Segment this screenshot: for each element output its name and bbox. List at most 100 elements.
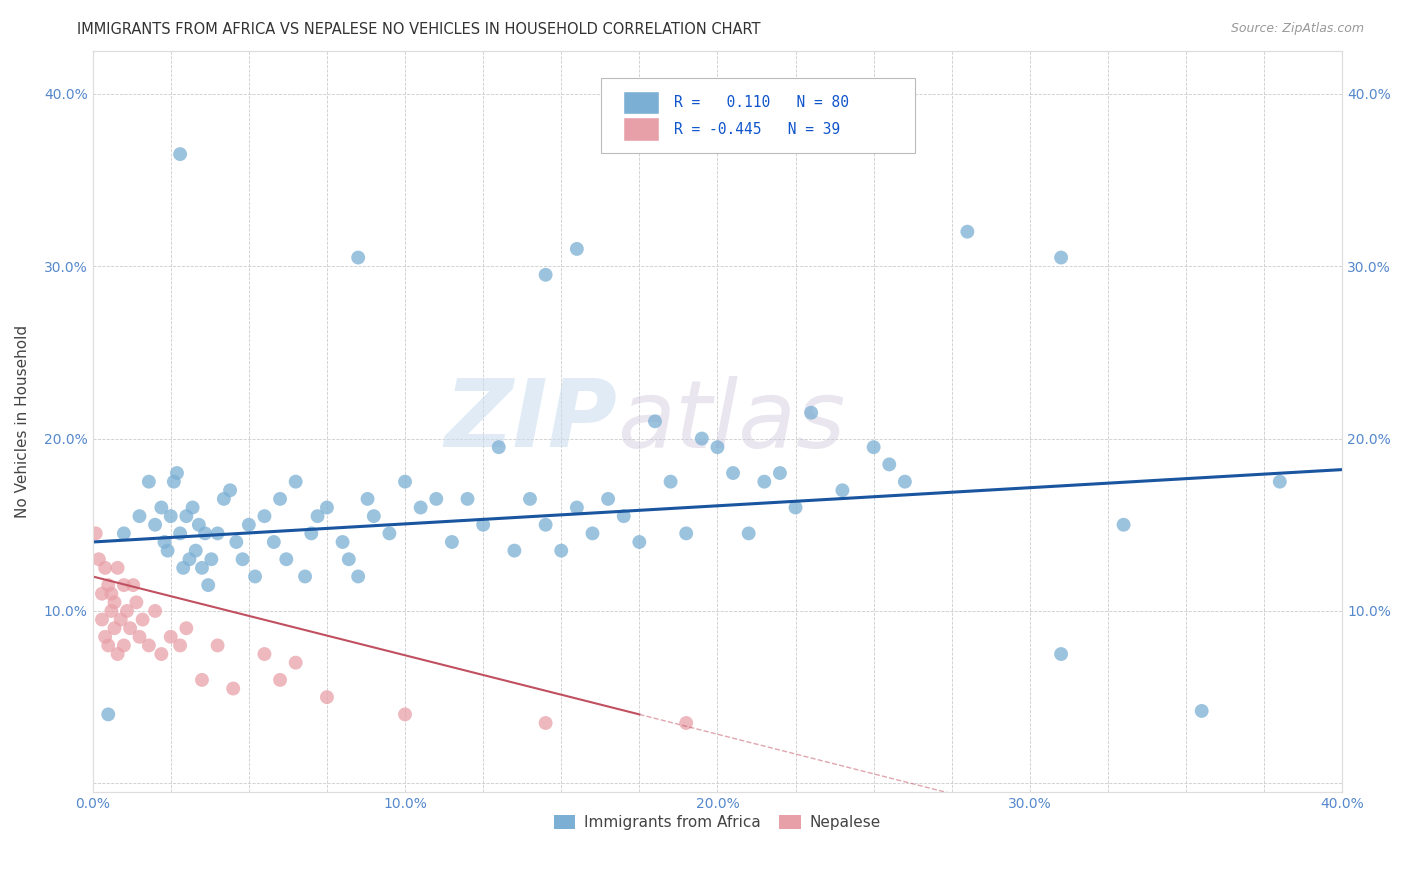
- Point: [128, 509, 150, 524]
- Point: [159, 630, 181, 644]
- Point: [207, 526, 229, 541]
- Text: R =   0.110   N = 80: R = 0.110 N = 80: [673, 95, 849, 111]
- Point: [440, 535, 463, 549]
- Point: [138, 475, 160, 489]
- Point: [253, 647, 276, 661]
- Point: [143, 517, 166, 532]
- Point: [1112, 517, 1135, 532]
- Point: [457, 491, 479, 506]
- Point: [363, 509, 385, 524]
- Point: [163, 475, 186, 489]
- Point: [754, 475, 776, 489]
- Point: [97, 578, 120, 592]
- Point: [956, 225, 979, 239]
- Point: [112, 639, 135, 653]
- Point: [184, 543, 207, 558]
- Point: [394, 475, 416, 489]
- Point: [91, 587, 114, 601]
- Point: [294, 569, 316, 583]
- Text: ZIP: ZIP: [444, 376, 617, 467]
- Point: [737, 526, 759, 541]
- Point: [128, 630, 150, 644]
- Point: [191, 561, 214, 575]
- Point: [263, 535, 285, 549]
- Point: [269, 491, 291, 506]
- Point: [316, 690, 339, 705]
- Point: [356, 491, 378, 506]
- Point: [153, 535, 176, 549]
- Point: [534, 268, 557, 282]
- Point: [120, 621, 142, 635]
- Point: [110, 613, 132, 627]
- Point: [243, 569, 266, 583]
- Text: Source: ZipAtlas.com: Source: ZipAtlas.com: [1230, 22, 1364, 36]
- Point: [150, 647, 173, 661]
- Point: [1050, 251, 1073, 265]
- Point: [332, 535, 354, 549]
- Point: [100, 587, 122, 601]
- Point: [138, 639, 160, 653]
- Point: [769, 466, 792, 480]
- Point: [721, 466, 744, 480]
- Point: [122, 578, 145, 592]
- Point: [112, 578, 135, 592]
- Point: [613, 509, 636, 524]
- Point: [831, 483, 853, 498]
- Point: [675, 526, 697, 541]
- Point: [156, 543, 179, 558]
- Point: [472, 517, 495, 532]
- Point: [207, 639, 229, 653]
- Point: [1191, 704, 1213, 718]
- Point: [534, 716, 557, 731]
- Point: [394, 707, 416, 722]
- Point: [284, 656, 307, 670]
- Point: [488, 440, 510, 454]
- Point: [103, 595, 125, 609]
- Point: [862, 440, 884, 454]
- Point: [785, 500, 807, 515]
- Point: [159, 509, 181, 524]
- Point: [378, 526, 401, 541]
- Point: [187, 517, 209, 532]
- Point: [172, 561, 194, 575]
- Point: [628, 535, 651, 549]
- Point: [169, 526, 191, 541]
- Point: [425, 491, 447, 506]
- Point: [112, 526, 135, 541]
- Point: [212, 491, 235, 506]
- FancyBboxPatch shape: [624, 92, 659, 114]
- Point: [598, 491, 620, 506]
- Text: R = -0.445   N = 39: R = -0.445 N = 39: [673, 122, 839, 136]
- Point: [169, 147, 191, 161]
- Point: [675, 716, 697, 731]
- Point: [131, 613, 153, 627]
- Point: [690, 432, 713, 446]
- Point: [503, 543, 526, 558]
- Legend: Immigrants from Africa, Nepalese: Immigrants from Africa, Nepalese: [547, 808, 887, 836]
- Point: [550, 543, 572, 558]
- Point: [181, 500, 204, 515]
- Point: [143, 604, 166, 618]
- Point: [194, 526, 217, 541]
- Point: [232, 552, 254, 566]
- Point: [409, 500, 432, 515]
- Point: [1050, 647, 1073, 661]
- Point: [197, 578, 219, 592]
- Point: [565, 242, 588, 256]
- Point: [94, 630, 117, 644]
- Y-axis label: No Vehicles in Household: No Vehicles in Household: [15, 325, 30, 518]
- Point: [91, 613, 114, 627]
- Point: [307, 509, 329, 524]
- Point: [107, 561, 129, 575]
- Point: [347, 569, 370, 583]
- Point: [299, 526, 322, 541]
- Text: IMMIGRANTS FROM AFRICA VS NEPALESE NO VEHICLES IN HOUSEHOLD CORRELATION CHART: IMMIGRANTS FROM AFRICA VS NEPALESE NO VE…: [77, 22, 761, 37]
- Point: [225, 535, 247, 549]
- Point: [84, 526, 107, 541]
- Text: atlas: atlas: [617, 376, 846, 467]
- Point: [276, 552, 298, 566]
- Point: [191, 673, 214, 687]
- Point: [200, 552, 222, 566]
- Point: [565, 500, 588, 515]
- Point: [169, 639, 191, 653]
